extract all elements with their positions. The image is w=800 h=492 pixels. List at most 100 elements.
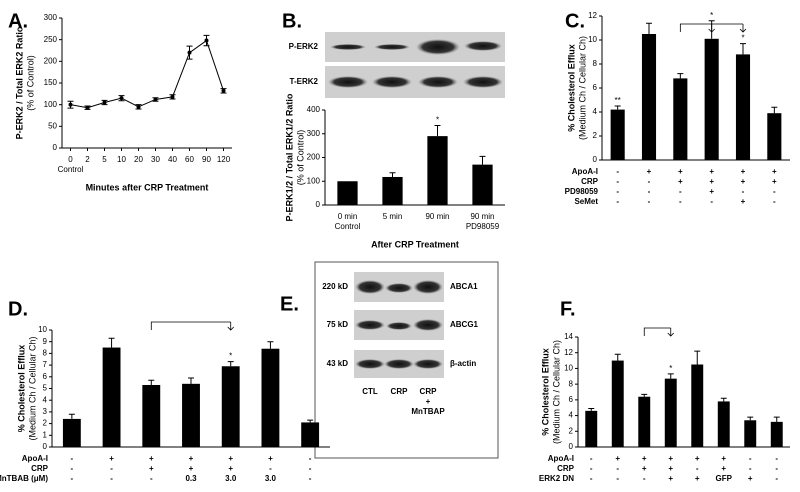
bar [717, 401, 730, 447]
y-tick-label: 150 [44, 78, 58, 87]
condition-value: - [773, 197, 776, 206]
blot-row-label: T-ERK2 [290, 77, 319, 86]
x-tick-label: 90 min [470, 212, 494, 221]
error-bar [588, 408, 595, 411]
x-tick-label: 90 min [425, 212, 449, 221]
lane-label: CTL [362, 387, 378, 396]
marker [204, 38, 209, 43]
condition-value: - [773, 187, 776, 196]
bar [472, 164, 493, 205]
x-tick-sublabel: Control [335, 222, 361, 231]
condition-value: - [616, 177, 619, 186]
condition-value: - [749, 454, 752, 463]
condition-value: + [149, 454, 154, 463]
condition-name: MnTBAB (μM) [0, 474, 48, 483]
y-tick-label: 6 [593, 83, 598, 92]
protein-label: ABCG1 [450, 320, 479, 329]
condition-value: GFP [716, 474, 733, 483]
condition-value: + [228, 454, 233, 463]
y-tick-label: 10 [564, 364, 573, 373]
error-bar [694, 350, 701, 365]
blot-band [330, 44, 366, 50]
y-tick-label: 14 [564, 332, 573, 341]
y-tick-label: 12 [588, 11, 597, 20]
error-bar [667, 373, 674, 379]
blot-band [386, 322, 412, 330]
condition-value: - [710, 197, 713, 206]
condition-value: + [189, 464, 194, 473]
condition-name: ApoA-I [548, 454, 574, 463]
error-bar [148, 379, 155, 385]
condition-value: - [648, 177, 651, 186]
lane-label: CRP [420, 387, 438, 396]
condition-value: + [647, 167, 652, 176]
condition-value: 3.0 [265, 474, 277, 483]
condition-value: + [748, 474, 753, 483]
condition-value: - [71, 474, 74, 483]
bar [611, 360, 624, 447]
significance: ** [615, 96, 621, 105]
condition-value: + [615, 454, 620, 463]
condition-value: - [110, 474, 113, 483]
condition-value: - [679, 197, 682, 206]
x-axis-label: Minutes after CRP Treatment [86, 182, 209, 192]
marker [170, 94, 175, 99]
condition-name: CRP [581, 177, 599, 186]
marker [136, 104, 141, 109]
y-tick-label: 250 [44, 35, 58, 44]
condition-value: + [642, 464, 647, 473]
y-tick-label: 50 [48, 121, 57, 130]
y-axis-label: (% of Control) [295, 130, 305, 186]
condition-value: + [709, 177, 714, 186]
error-bar [747, 416, 754, 421]
error-bar [740, 43, 746, 55]
condition-value: - [648, 187, 651, 196]
error-bar [479, 155, 486, 165]
y-tick-label: 300 [44, 13, 58, 22]
condition-value: - [775, 464, 778, 473]
panel-label: F. [560, 298, 576, 320]
y-tick-label: 0 [316, 200, 321, 209]
x-tick-label: 40 [168, 155, 177, 164]
lane-label: CRP [391, 387, 409, 396]
y-axis-label: % Cholesterol Efflux [16, 345, 26, 433]
condition-value: - [749, 464, 752, 473]
condition-value: - [71, 454, 74, 463]
condition-name: ApoA-I [572, 167, 598, 176]
blot-band [372, 76, 412, 88]
significance: * [741, 34, 744, 43]
panel-label: A. [8, 10, 28, 32]
x-tick-sublabel: PD98059 [466, 222, 500, 231]
y-tick-label: 8 [43, 349, 48, 358]
x-tick-label: 30 [151, 155, 160, 164]
error-bar [188, 377, 194, 384]
x-tick-label: 5 [102, 155, 107, 164]
y-tick-label: 0 [593, 155, 598, 164]
condition-value: + [741, 167, 746, 176]
condition-value: + [695, 474, 700, 483]
blot-band [418, 76, 458, 88]
error-bar [677, 73, 684, 79]
bar [62, 418, 81, 447]
bar [641, 34, 657, 160]
condition-value: - [648, 197, 651, 206]
size-label: 75 kD [327, 320, 349, 329]
bar [427, 136, 448, 205]
condition-value: + [228, 464, 233, 473]
condition-value: + [189, 454, 194, 463]
bar [704, 38, 719, 160]
blot-band [413, 280, 443, 294]
condition-value: 3.0 [225, 474, 237, 483]
marker [102, 100, 107, 105]
condition-value: + [668, 464, 673, 473]
error-bar [389, 172, 396, 177]
condition-name: CRP [557, 464, 575, 473]
condition-value: - [643, 474, 646, 483]
x-axis-label: After CRP Treatment [371, 239, 459, 249]
comparison-bracket [643, 327, 675, 337]
panel-label: C. [565, 10, 585, 32]
size-label: 220 kD [322, 282, 348, 291]
condition-value: + [668, 474, 673, 483]
y-tick-label: 2 [593, 131, 598, 140]
